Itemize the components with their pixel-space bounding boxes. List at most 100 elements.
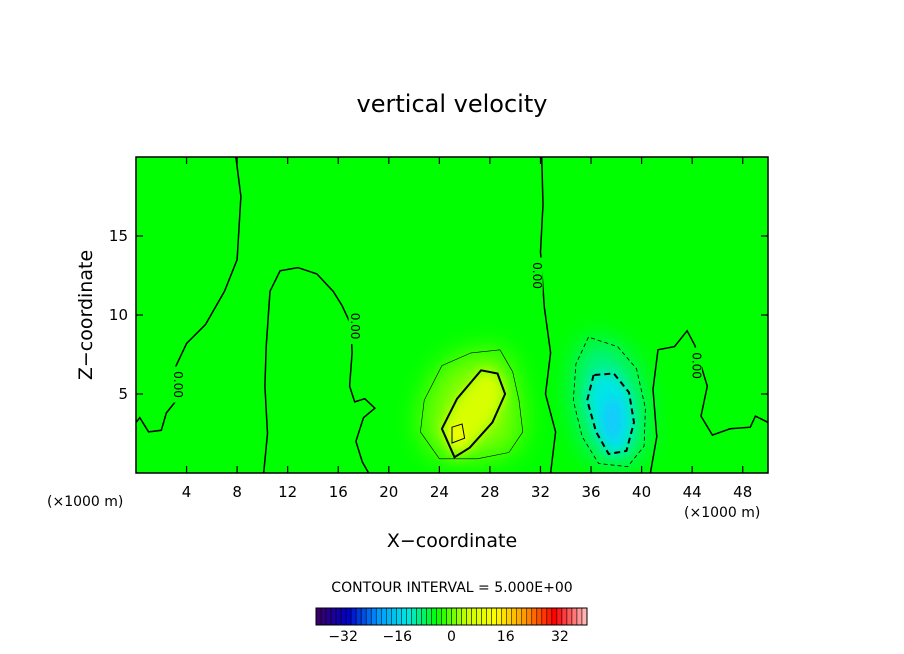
colorbar-cell	[486, 607, 492, 626]
y-tick-label: 15	[109, 227, 128, 245]
contour-positive	[440, 369, 507, 459]
contour-negative	[572, 336, 646, 468]
colorbar-cell	[401, 607, 407, 626]
y-tick-label: 5	[118, 385, 128, 403]
colorbar-cell	[375, 607, 382, 626]
colorbar-cell	[576, 607, 583, 626]
colorbar-tick-label: −32	[328, 629, 358, 645]
contour-label-bg	[689, 347, 702, 384]
colorbar-cell	[466, 607, 472, 626]
contour-label: 0.00	[530, 262, 544, 289]
colorbar-cell	[491, 607, 497, 626]
contour-labels: 0.00 0.00 0.00 0.00	[171, 257, 703, 403]
colorbar-frame	[315, 607, 588, 626]
colorbar-cell	[461, 607, 467, 626]
colorbar-cell	[431, 607, 437, 626]
colorbar-cell	[521, 607, 528, 626]
x-axis-ticks: 4 8 12 16 20 24 28 32 36 40 44 48	[182, 157, 752, 501]
x-tick-label: 12	[278, 483, 297, 501]
colorbar-cell	[416, 607, 422, 626]
colorbar-cell	[360, 607, 367, 626]
contour-interval-text: CONTOUR INTERVAL = 5.000E+00	[331, 580, 572, 596]
contour-positive	[451, 423, 466, 444]
x-tick-label: 24	[430, 483, 449, 501]
colorbar-tick-label: 16	[497, 629, 515, 645]
colorbar-cell	[315, 607, 322, 626]
x-axis-label: X−coordinate	[387, 530, 517, 552]
colorbar-cell	[406, 607, 412, 626]
y-axis-label: Z−coordinate	[75, 250, 97, 380]
x-tick-label: 36	[581, 483, 600, 501]
updraft-core	[452, 424, 465, 443]
colorbar-cell	[531, 607, 538, 626]
colorbar-cell	[456, 607, 462, 626]
colorbar-cell	[476, 607, 482, 626]
x-tick-label: 48	[733, 483, 752, 501]
colorbar-tick-label: 0	[447, 629, 456, 645]
x-tick-label: 44	[683, 483, 702, 501]
y-axis-ticks: 5 10 15	[109, 227, 768, 403]
colorbar-cell	[340, 607, 347, 626]
colorbar-cell	[320, 607, 327, 626]
colorbar-cell	[571, 607, 578, 626]
colorbar-cell	[516, 607, 523, 626]
x-tick-label: 4	[182, 483, 192, 501]
colorbar-cell	[541, 607, 548, 626]
contour-label-bg	[171, 366, 184, 403]
colorbar-cell	[501, 607, 507, 626]
x-unit-right: (×1000 m)	[684, 505, 760, 521]
colorbar-cell	[566, 607, 573, 626]
x-tick-label: 8	[232, 483, 242, 501]
x-tick-label: 32	[531, 483, 550, 501]
colorbar-cell	[386, 607, 392, 626]
x-tick-label: 28	[480, 483, 499, 501]
colorbar-tick-label: −16	[383, 629, 413, 645]
colorbar-cell	[506, 607, 512, 626]
x-tick-label: 16	[329, 483, 348, 501]
colorbar-cell	[436, 607, 442, 626]
contour-negative	[586, 372, 636, 456]
colorbar-cell	[451, 607, 457, 626]
colorbar-cell	[391, 607, 397, 626]
colorbar-cell	[526, 607, 533, 626]
colorbar-cell	[581, 607, 588, 626]
colorbar-cell	[350, 607, 357, 626]
y-tick-label: 10	[109, 306, 128, 324]
colorbar: −32 −16 0 16 32	[315, 607, 588, 645]
contour-label-bg	[530, 257, 543, 294]
colorbar-cell	[411, 607, 417, 626]
chart-title: vertical velocity	[357, 90, 548, 118]
colorbar-cell	[370, 607, 377, 626]
colorbar-cell	[511, 607, 517, 626]
colorbar-cell	[481, 607, 487, 626]
colorbar-cell	[345, 607, 352, 626]
colorbar-cell	[380, 607, 387, 626]
x-tick-label: 20	[379, 483, 398, 501]
colorbar-cell	[330, 607, 337, 626]
colorbar-cell	[546, 607, 553, 626]
colorbar-cell	[471, 607, 477, 626]
colorbar-cell	[355, 607, 362, 626]
colorbar-cell	[441, 607, 447, 626]
colorbar-cell	[446, 607, 452, 626]
colorbar-cell	[365, 607, 372, 626]
colorbar-cell	[536, 607, 543, 626]
contour-label-bg	[348, 308, 361, 345]
colorbar-cell	[421, 607, 427, 626]
colorbar-cell	[551, 607, 558, 626]
downdraft-core	[603, 397, 622, 442]
colorbar-cell	[396, 607, 402, 626]
colorbar-cell	[496, 607, 502, 626]
contour-positive	[420, 349, 524, 460]
contour-zero	[539, 157, 557, 473]
velocity-field	[420, 337, 646, 467]
colorbar-cell	[556, 607, 563, 626]
contour-label: 0.00	[689, 352, 703, 379]
contour-label: 0.00	[348, 313, 362, 340]
colorbar-tick-label: 32	[551, 629, 569, 645]
x-unit-left: (×1000 m)	[47, 494, 123, 510]
colorbar-cell	[325, 607, 332, 626]
plot-area: 0.00 0.00 0.00 0.00	[136, 157, 768, 473]
colorbar-cell	[561, 607, 568, 626]
